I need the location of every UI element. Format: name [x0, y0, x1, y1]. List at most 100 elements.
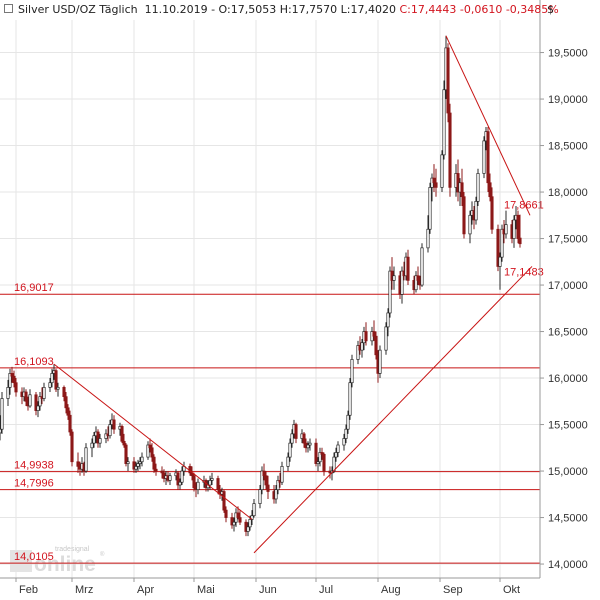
- trendline: [253, 266, 533, 554]
- candle-body: [496, 228, 500, 267]
- candle-body: [122, 440, 126, 446]
- candle-body: [0, 398, 4, 430]
- candle-body: [302, 433, 306, 444]
- currency-symbol: $: [547, 3, 554, 16]
- horizontal-levels: 16,9017 16,1093 14,9938 14,7996 14,0105: [0, 282, 540, 564]
- candle-body: [446, 47, 450, 114]
- level-label: 16,9017: [14, 282, 54, 294]
- candle-body: [306, 444, 310, 449]
- candle-body: [70, 431, 74, 463]
- candle-body: [230, 517, 234, 526]
- candle-body: [98, 438, 102, 444]
- candle-body: [6, 387, 10, 399]
- candle-body: [378, 349, 382, 374]
- level-label: 14,0105: [14, 551, 54, 563]
- candle-body: [258, 489, 262, 504]
- candle-body: [168, 475, 172, 481]
- candle-body: [28, 394, 32, 407]
- candles: [0, 35, 522, 537]
- candle-body: [92, 435, 96, 444]
- candle-body: [132, 461, 136, 470]
- candle-body: [222, 491, 226, 511]
- candle-body: [104, 433, 108, 439]
- candle-body: [440, 154, 444, 188]
- candle-body: [154, 468, 158, 472]
- candle-body: [350, 359, 354, 384]
- candle-body: [400, 270, 404, 295]
- candle-body: [518, 237, 522, 245]
- candle-body: [8, 373, 12, 388]
- candle-body: [344, 428, 348, 439]
- watermark-badge: [10, 550, 32, 572]
- candle-body: [54, 370, 58, 390]
- y-tick-label: 15,5000: [548, 420, 588, 432]
- candle-body: [386, 312, 390, 328]
- candle-body: [56, 387, 60, 390]
- candle-body: [288, 442, 292, 458]
- candle-body: [210, 478, 214, 481]
- candle-body: [320, 452, 324, 455]
- candle-body: [34, 394, 38, 411]
- y-tick-label: 18,5000: [548, 141, 588, 153]
- price-annotation: 17,8661: [504, 200, 544, 212]
- level-label: 14,9938: [14, 460, 54, 472]
- candle-body: [516, 214, 520, 239]
- series-checkbox[interactable]: [4, 4, 13, 13]
- candle-body: [42, 387, 46, 399]
- y-tick-label: 18,0000: [548, 187, 588, 199]
- trendlines: [53, 35, 533, 554]
- candle-body: [14, 382, 18, 393]
- candle-body: [140, 456, 144, 463]
- y-tick-label: 16,5000: [548, 327, 588, 339]
- quote-date: 11.10.2019: [144, 3, 208, 16]
- candle-body: [360, 342, 364, 351]
- candle-body: [64, 396, 68, 409]
- candle-body: [126, 461, 130, 464]
- candle-body: [108, 424, 112, 437]
- candle-body: [316, 461, 320, 464]
- candle-body: [322, 453, 326, 472]
- close-change: C:17,4443 -0,0610 -0,3485%: [399, 3, 559, 16]
- candle-body: [498, 256, 502, 267]
- x-tick-label: Sep: [443, 584, 463, 596]
- candle-body: [294, 424, 298, 439]
- candle-body: [138, 461, 142, 464]
- candle-body: [374, 335, 378, 356]
- candle-body: [488, 182, 492, 198]
- candle-body: [336, 444, 340, 453]
- candle-body: [308, 442, 312, 446]
- x-tick-label: Jul: [319, 584, 333, 596]
- candle-body: [260, 470, 264, 490]
- candle-body: [346, 414, 350, 430]
- axes: 14,0000 14,5000 15,0000 15,5000 16,0000 16,50…: [0, 0, 588, 596]
- watermark-registered: ®: [100, 551, 105, 558]
- candle-body: [482, 140, 486, 174]
- candle-body: [112, 419, 116, 430]
- candle-body: [120, 426, 124, 442]
- candle-body: [10, 373, 14, 377]
- candle-body: [96, 431, 100, 444]
- x-tick-label: Mai: [197, 584, 215, 596]
- candle-body: [384, 326, 388, 351]
- watermark: tradesignal online ®: [10, 546, 105, 576]
- candle-body: [348, 382, 352, 416]
- candle-body: [468, 214, 472, 235]
- watermark-brand-large: online: [34, 553, 96, 576]
- candle-body: [0, 428, 2, 434]
- ohlc-values: O:17,5053 H:17,7570 L:17,4020: [218, 3, 396, 16]
- candle-body: [318, 452, 322, 463]
- candle-body: [314, 442, 318, 464]
- candle-body: [364, 331, 368, 342]
- y-tick-label: 16,0000: [548, 373, 588, 385]
- candle-body: [252, 503, 256, 517]
- y-tick-label: 17,0000: [548, 280, 588, 292]
- candle-body: [216, 478, 220, 490]
- candle-body: [38, 396, 42, 407]
- candle-body: [342, 438, 346, 446]
- candle-body: [224, 509, 228, 518]
- candle-body: [392, 275, 396, 281]
- y-tick-label: 19,0000: [548, 94, 588, 106]
- x-tick-label: Mrz: [75, 584, 93, 596]
- candle-body: [196, 481, 200, 490]
